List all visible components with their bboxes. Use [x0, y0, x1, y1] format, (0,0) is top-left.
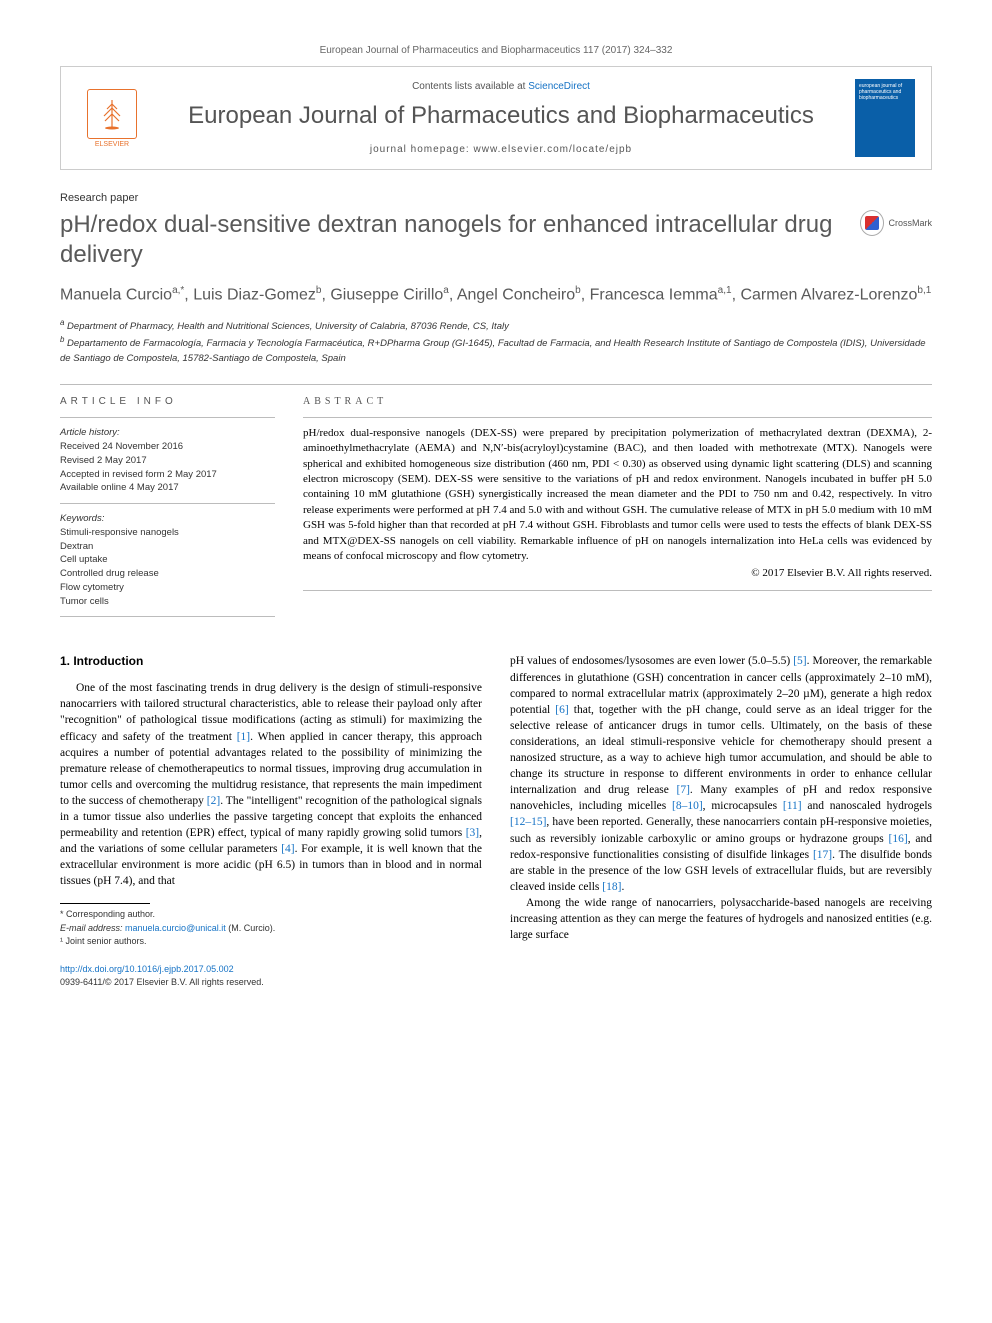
homepage-url[interactable]: www.elsevier.com/locate/ejpb [474, 144, 633, 155]
history-label: Article history: [60, 426, 275, 440]
article-info-heading: ARTICLE INFO [60, 395, 275, 410]
divider [60, 417, 275, 418]
section-heading-intro: 1. Introduction [60, 653, 482, 670]
contents-prefix: Contents lists available at [412, 81, 528, 92]
keyword: Dextran [60, 540, 275, 554]
body-column-left: 1. Introduction One of the most fascinat… [60, 653, 482, 988]
issn-copyright: 0939-6411/© 2017 Elsevier B.V. All right… [60, 976, 482, 989]
article-info-block: ARTICLE INFO Article history: Received 2… [60, 395, 275, 626]
journal-cover-thumb: european journal of pharmaceutics and bi… [855, 79, 915, 157]
history-revised: Revised 2 May 2017 [60, 454, 275, 468]
abstract-copyright: © 2017 Elsevier B.V. All rights reserved… [303, 566, 932, 581]
journal-homepage: journal homepage: www.elsevier.com/locat… [162, 144, 840, 155]
body-column-right: pH values of endosomes/lysosomes are eve… [510, 653, 932, 988]
article-title: pH/redox dual-sensitive dextran nanogels… [60, 210, 860, 270]
elsevier-logo: ELSEVIER [77, 89, 147, 148]
body-paragraph: Among the wide range of nanocarriers, po… [510, 895, 932, 943]
divider [60, 384, 932, 385]
keyword: Flow cytometry [60, 581, 275, 595]
author-list: Manuela Curcioa,*, Luis Diaz-Gomezb, Giu… [60, 284, 932, 307]
keyword: Controlled drug release [60, 567, 275, 581]
crossmark-icon [860, 210, 884, 236]
corresponding-email[interactable]: manuela.curcio@unical.it [125, 923, 226, 933]
journal-name: European Journal of Pharmaceutics and Bi… [162, 102, 840, 130]
affiliation-a: a Department of Pharmacy, Health and Nut… [60, 317, 932, 334]
crossmark-badge[interactable]: CrossMark [860, 210, 932, 236]
homepage-label: journal homepage: [370, 144, 474, 155]
history-accepted: Accepted in revised form 2 May 2017 [60, 468, 275, 482]
affiliations: a Department of Pharmacy, Health and Nut… [60, 317, 932, 366]
elsevier-tree-icon [87, 89, 137, 139]
abstract-text: pH/redox dual-responsive nanogels (DEX-S… [303, 426, 932, 565]
publisher-name: ELSEVIER [95, 141, 129, 148]
footnote-corresponding: * Corresponding author. [60, 908, 482, 922]
divider [303, 417, 932, 418]
body-paragraph: One of the most fascinating trends in dr… [60, 680, 482, 889]
keyword: Stimuli-responsive nanogels [60, 526, 275, 540]
keyword: Cell uptake [60, 553, 275, 567]
footnote-email: E-mail address: manuela.curcio@unical.it… [60, 922, 482, 936]
footnotes: * Corresponding author. E-mail address: … [60, 908, 482, 949]
email-label: E-mail address: [60, 923, 125, 933]
bottom-doi-block: http://dx.doi.org/10.1016/j.ejpb.2017.05… [60, 963, 482, 988]
keyword: Tumor cells [60, 595, 275, 609]
body-paragraph: pH values of endosomes/lysosomes are eve… [510, 653, 932, 894]
sciencedirect-link[interactable]: ScienceDirect [528, 81, 590, 92]
divider [60, 616, 275, 617]
divider [60, 503, 275, 504]
footnote-joint: ¹ Joint senior authors. [60, 935, 482, 949]
crossmark-label: CrossMark [888, 218, 932, 228]
abstract-heading: ABSTRACT [303, 395, 932, 409]
citation-header: European Journal of Pharmaceutics and Bi… [60, 45, 932, 56]
affiliation-b: b Departamento de Farmacología, Farmacia… [60, 334, 932, 366]
divider [303, 590, 932, 591]
doi-link[interactable]: http://dx.doi.org/10.1016/j.ejpb.2017.05… [60, 964, 234, 974]
keywords-label: Keywords: [60, 512, 275, 526]
journal-header-box: ELSEVIER Contents lists available at Sci… [60, 66, 932, 170]
email-person: (M. Curcio). [226, 923, 276, 933]
footnote-separator [60, 903, 150, 904]
history-received: Received 24 November 2016 [60, 440, 275, 454]
paper-type: Research paper [60, 192, 932, 204]
contents-available-line: Contents lists available at ScienceDirec… [162, 81, 840, 92]
history-online: Available online 4 May 2017 [60, 481, 275, 495]
abstract-block: ABSTRACT pH/redox dual-responsive nanoge… [303, 395, 932, 626]
